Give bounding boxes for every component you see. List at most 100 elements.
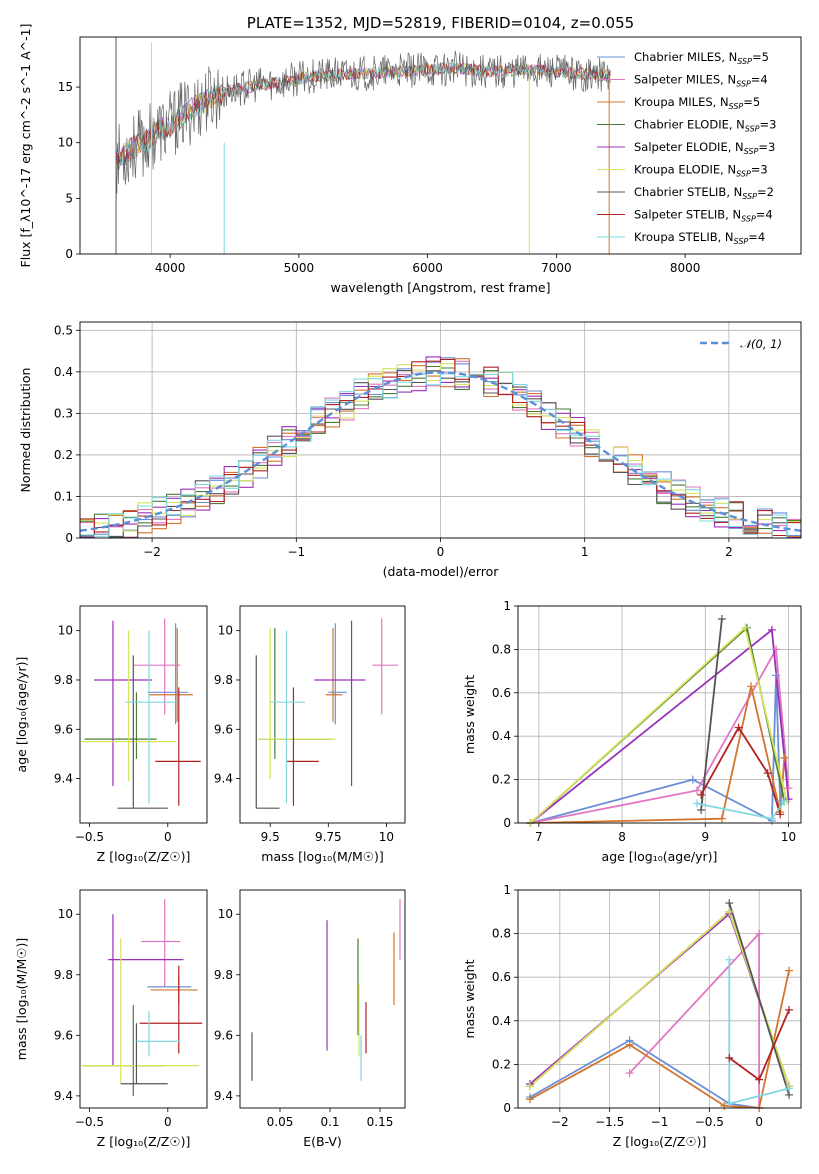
chart-title: PLATE=1352, MJD=52819, FIBERID=0104, z=0… — [247, 14, 634, 32]
y-tick-label: 9.4 — [54, 1089, 73, 1103]
y-tick-label: 0.6 — [492, 970, 511, 984]
spectrum-line — [115, 61, 611, 166]
y-tick-label: 0.1 — [54, 489, 73, 503]
y-tick-label: 9.4 — [54, 772, 73, 786]
weight-marker — [785, 1084, 794, 1093]
y-axis-label: age [log₁₀(age/yr)] — [14, 657, 29, 773]
weight-marker — [625, 1040, 634, 1049]
panel-mass_vs_ebv: 0.05 0.1 0.15 9.4 9.6 9.8 10 E(B-V) — [214, 889, 406, 1149]
weight-marker — [525, 1082, 534, 1091]
y-tick-label: 0.8 — [492, 642, 511, 656]
weight-marker — [725, 899, 734, 908]
weight-marker — [776, 810, 785, 819]
x-tick-label: 6000 — [412, 261, 443, 275]
x-axis-label: age [log₁₀(age/yr)] — [602, 849, 718, 864]
weight-marker — [717, 814, 726, 823]
plot-area — [81, 618, 201, 809]
axes-frame — [517, 605, 802, 824]
y-tick-label: 0 — [65, 247, 73, 261]
weight-marker — [625, 1069, 634, 1078]
x-tick-label: −1 — [651, 1115, 669, 1129]
weight-marker — [755, 929, 764, 938]
weight-line — [529, 1039, 760, 1108]
x-tick-label: 0 — [164, 830, 172, 844]
y-tick-label: 0 — [503, 816, 511, 830]
x-tick-label: 9.5 — [261, 830, 280, 844]
weight-marker — [784, 784, 793, 793]
y-tick-label: 0.4 — [54, 365, 73, 379]
y-tick-label: 9.8 — [214, 968, 233, 982]
y-tick-label: 0.2 — [492, 1057, 511, 1071]
legend-label: 𝒩(0, 1) — [740, 337, 782, 351]
weight-marker — [767, 814, 776, 823]
x-tick-label: 10 — [379, 830, 394, 844]
weight-marker — [741, 623, 750, 632]
y-tick-label: 10 — [218, 907, 233, 921]
x-tick-label: 2 — [725, 545, 733, 559]
weight-marker — [692, 799, 701, 808]
x-tick-label: 9 — [701, 830, 709, 844]
weight-marker — [747, 682, 756, 691]
y-tick-label: 10 — [58, 136, 73, 150]
x-tick-label: 10 — [781, 830, 796, 844]
weight-marker — [772, 671, 781, 680]
panel-age_vs_Z: −0.5 0 9.4 9.6 9.8 10 Z [log₁₀(Z/Z☉)] age [log₁… — [14, 605, 208, 864]
weight-marker — [785, 1005, 794, 1014]
x-tick-label: 9.75 — [315, 830, 342, 844]
y-tick-label: 5 — [65, 191, 73, 205]
legend-label: Kroupa STELIB, NSSP=4 — [634, 230, 765, 246]
axes-frame — [79, 321, 802, 539]
x-tick-label: −0.5 — [75, 1115, 104, 1129]
legend-label: Kroupa ELODIE, NSSP=3 — [634, 163, 768, 179]
weight-marker — [734, 723, 743, 732]
x-tick-label: 8000 — [670, 261, 701, 275]
x-tick-label: 0 — [437, 545, 445, 559]
weight-marker — [785, 966, 794, 975]
x-axis-label: Z [log₁₀(Z/Z☉)] — [613, 1134, 707, 1149]
weight-marker — [697, 790, 706, 799]
legend-label: Chabrier MILES, NSSP=5 — [634, 50, 769, 66]
y-tick-label: 0.8 — [492, 927, 511, 941]
x-tick-label: 0 — [164, 1115, 172, 1129]
plot-area — [251, 899, 401, 1081]
axes-frame — [239, 889, 406, 1109]
x-axis-label: Z [log₁₀(Z/Z☉)] — [97, 1134, 191, 1149]
panel-spectrum: 4000 5000 6000 7000 8000 0 5 10 15 wavelength [An… — [18, 14, 802, 295]
x-tick-label: 4000 — [155, 261, 186, 275]
weight-line — [700, 725, 782, 815]
y-tick-label: 1 — [503, 883, 511, 897]
weight-line — [529, 626, 788, 823]
axes-frame — [79, 889, 208, 1109]
y-tick-label: 0.6 — [492, 686, 511, 700]
legend-label: Salpeter ELODIE, NSSP=3 — [634, 140, 775, 156]
weight-marker — [725, 1053, 734, 1062]
weight-marker — [763, 769, 772, 778]
x-axis-label: wavelength [Angstrom, rest frame] — [330, 280, 550, 295]
weight-marker — [772, 645, 781, 654]
weight-marker — [720, 1101, 729, 1110]
weight-line — [728, 902, 790, 1096]
legend-label: Salpeter MILES, NSSP=4 — [634, 73, 768, 89]
weight-marker — [688, 775, 697, 784]
x-tick-label: 0.05 — [267, 1115, 294, 1129]
x-tick-label: −0.5 — [695, 1115, 724, 1129]
panel-age_vs_mass: 9.5 9.75 10 9.4 9.6 9.8 10 mass [log₁₀(M/M☉)] — [214, 605, 406, 864]
y-tick-label: 9.8 — [54, 968, 73, 982]
weight-marker — [692, 786, 701, 795]
weight-marker — [725, 955, 734, 964]
x-axis-label: Z [log₁₀(Z/Z☉)] — [97, 849, 191, 864]
y-tick-label: 0.2 — [492, 773, 511, 787]
x-tick-label: 5000 — [284, 261, 315, 275]
weight-marker — [697, 805, 706, 814]
y-tick-label: 0.4 — [492, 1014, 511, 1028]
x-tick-label: −2 — [551, 1115, 569, 1129]
x-tick-label: 0 — [755, 1115, 763, 1129]
x-tick-label: 0.1 — [320, 1115, 339, 1129]
y-tick-label: 9.6 — [214, 722, 233, 736]
x-tick-label: 7000 — [541, 261, 572, 275]
y-axis-label: mass [log₁₀(M/M☉)] — [14, 938, 29, 1060]
x-tick-label: 1 — [581, 545, 589, 559]
x-tick-label: 8 — [618, 830, 626, 844]
plot-area — [80, 356, 801, 538]
